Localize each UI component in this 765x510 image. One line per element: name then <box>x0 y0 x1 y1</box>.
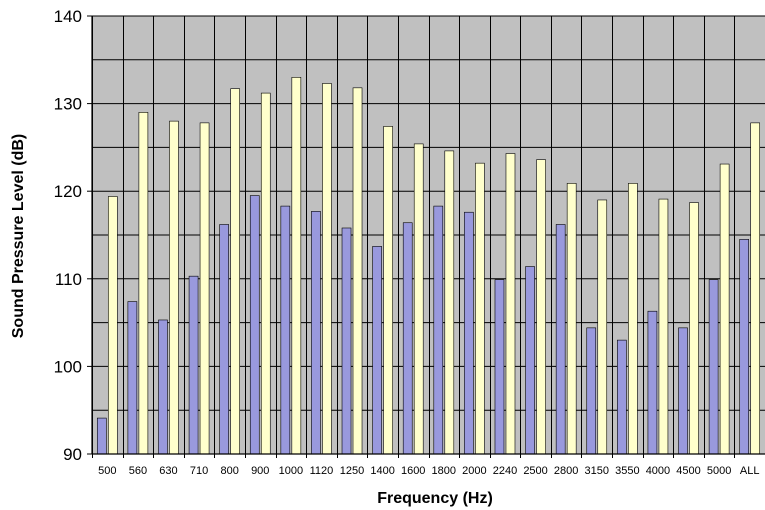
y-tick-label: 130 <box>54 95 82 114</box>
x-tick-label: 1600 <box>401 465 425 477</box>
bar-series1-1800 <box>433 205 444 455</box>
bar-series1-1120 <box>311 211 321 455</box>
bar-series2-3550 <box>628 183 638 455</box>
x-tick-label: 1400 <box>370 465 394 477</box>
x-tick-label: 630 <box>159 465 177 477</box>
x-tick-label: 1120 <box>310 465 334 477</box>
bar-series1-3150 <box>586 327 597 455</box>
bar-series2-500 <box>107 196 118 455</box>
bar-series2-1120 <box>322 83 332 455</box>
bar-series2-630 <box>169 120 179 455</box>
bar-series2-900 <box>260 92 271 455</box>
bar-series2-2800 <box>566 183 577 455</box>
bar-series2-800 <box>230 88 240 455</box>
bar-series1-710 <box>188 275 199 455</box>
bar-series1-2500 <box>525 266 535 455</box>
bar-series2-4000 <box>658 198 669 455</box>
bar-series1-800 <box>219 224 229 455</box>
bar-series1-500 <box>96 417 107 455</box>
bar-series1-1600 <box>402 222 413 455</box>
x-tick-label: 800 <box>220 465 238 477</box>
bar-series1-1000 <box>280 205 291 455</box>
x-tick-label: 4000 <box>646 465 670 477</box>
x-tick-label: 1000 <box>279 465 303 477</box>
x-tick-label: 5000 <box>707 465 731 477</box>
bar-series2-ALL <box>750 122 761 455</box>
y-tick-label: 140 <box>54 7 82 26</box>
x-tick-label: 710 <box>190 465 208 477</box>
bar-series2-3150 <box>597 199 608 455</box>
plot-area <box>91 15 765 455</box>
x-tick-label: 2000 <box>462 465 486 477</box>
x-tick-label: 1800 <box>432 465 456 477</box>
bar-series1-1250 <box>341 227 352 455</box>
x-tick-label: 1250 <box>340 465 364 477</box>
bar-series2-1600 <box>413 143 424 455</box>
bar-series2-1800 <box>444 150 455 455</box>
y-tick-label: 100 <box>54 357 82 376</box>
bar-series1-3550 <box>617 339 627 455</box>
bar-series1-4000 <box>647 310 658 455</box>
y-axis-ticks: 90 100 110 120 130 140 <box>54 7 92 464</box>
y-axis-title: Sound Pressure Level (dB) <box>10 134 27 339</box>
bar-series1-900 <box>249 195 260 455</box>
bar-series2-4500 <box>689 202 699 455</box>
bar-series1-2800 <box>555 224 566 455</box>
bar-series1-ALL <box>739 239 750 455</box>
bar-series2-2240 <box>505 153 516 455</box>
bar-series2-2500 <box>536 159 546 455</box>
bar-series2-5000 <box>719 163 730 455</box>
x-tick-label: ALL <box>740 465 760 477</box>
x-tick-label: 560 <box>129 465 147 477</box>
x-tick-label: 900 <box>251 465 269 477</box>
x-tick-label: 2240 <box>493 465 517 477</box>
y-tick-label: 120 <box>54 182 82 201</box>
x-tick-label: 500 <box>98 465 116 477</box>
bar-series1-5000 <box>708 279 719 455</box>
bar-series1-630 <box>158 319 168 455</box>
bar-series2-560 <box>138 112 149 455</box>
bar-series1-1400 <box>372 246 382 455</box>
bar-series2-710 <box>199 122 210 455</box>
x-axis-ticks: 500 560 630 710 800 900 1000 1120 1250 1400 1600 18… <box>92 454 760 477</box>
bar-series2-2000 <box>475 162 485 455</box>
bar-series1-2240 <box>494 279 505 455</box>
bar-series1-2000 <box>464 211 474 455</box>
bar-series1-4500 <box>678 327 688 455</box>
y-tick-label: 110 <box>55 270 82 289</box>
bar-series2-1400 <box>383 126 393 455</box>
bar-series1-560 <box>127 301 138 455</box>
x-tick-label: 3550 <box>615 465 639 477</box>
x-axis-title: Frequency (Hz) <box>377 490 493 507</box>
y-tick-label: 90 <box>63 445 82 464</box>
bar-series2-1000 <box>291 77 302 455</box>
x-tick-label: 3150 <box>585 465 609 477</box>
x-tick-label: 2800 <box>554 465 578 477</box>
x-tick-label: 4500 <box>676 465 700 477</box>
bar-series2-1250 <box>352 87 363 455</box>
x-tick-label: 2500 <box>523 465 547 477</box>
